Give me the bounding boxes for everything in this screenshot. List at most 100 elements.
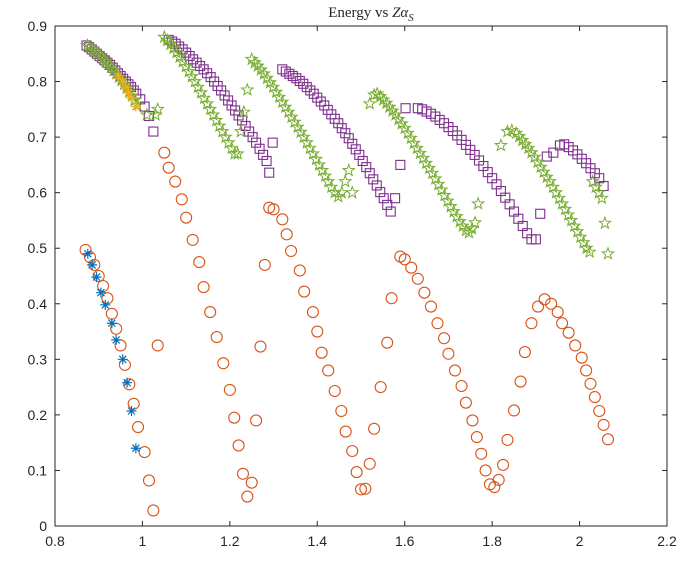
data-point-square (258, 149, 269, 160)
data-point-circle (385, 292, 398, 305)
data-point-star (555, 196, 570, 210)
data-point-star (415, 150, 431, 165)
data-point-star (570, 224, 585, 238)
data-point-star (564, 212, 579, 227)
data-point-star (594, 190, 609, 205)
data-point-star (150, 101, 165, 116)
y-tick-label: 0.2 (28, 407, 48, 423)
data-point-asterisk (126, 93, 137, 104)
data-point-star (157, 29, 172, 44)
data-point-star (576, 235, 591, 249)
data-point-circle (525, 317, 538, 330)
data-point-asterisk (100, 299, 111, 310)
data-point-square (378, 193, 389, 204)
data-point-star (160, 32, 175, 47)
data-point-square (148, 126, 159, 137)
data-point-star (379, 95, 394, 110)
data-point-star (545, 179, 560, 194)
data-point-asterisk (122, 377, 133, 388)
data-point-square (357, 155, 368, 167)
data-point-star (253, 62, 268, 76)
data-point-star (440, 193, 455, 208)
data-point-square (312, 92, 323, 103)
data-point-star (373, 89, 388, 103)
data-point-square (177, 44, 188, 55)
data-point-star (536, 164, 551, 179)
data-point-circle (368, 422, 381, 435)
data-point-star (299, 135, 314, 149)
data-point-star (93, 48, 108, 63)
data-point-circle (232, 439, 245, 452)
data-point-circle (551, 306, 564, 319)
data-point-circle (374, 381, 387, 394)
data-point-star (464, 221, 480, 235)
data-point-square (298, 78, 309, 89)
data-point-circle (431, 317, 444, 330)
data-point-star (468, 215, 483, 229)
data-point-star (305, 146, 320, 160)
data-point-star (181, 64, 196, 78)
data-point-circle (298, 285, 311, 298)
data-point-square (541, 151, 552, 162)
x-tick-label: 1.6 (395, 533, 415, 549)
data-point-star (324, 179, 339, 194)
data-point-circle (322, 364, 335, 377)
data-point-square (294, 75, 305, 87)
data-point-circle (151, 339, 164, 352)
data-point-square (382, 199, 393, 210)
data-point-asterisk (117, 76, 128, 87)
data-point-star (493, 137, 508, 152)
data-point-circle (514, 375, 527, 388)
data-point-star (209, 112, 224, 127)
data-point-square (530, 234, 541, 245)
data-point-star (233, 124, 248, 138)
data-point-star (425, 165, 440, 180)
data-point-star (308, 151, 324, 166)
data-point-star (266, 79, 281, 94)
data-point-star (362, 96, 377, 110)
data-point-star (558, 201, 573, 216)
y-tick-label: 0.3 (28, 351, 48, 367)
data-point-asterisk (126, 406, 137, 416)
data-point-square (301, 82, 312, 93)
y-tick-label: 0.4 (28, 296, 48, 312)
data-point-star (527, 149, 542, 164)
data-point-circle (180, 211, 193, 224)
data-point-star (446, 204, 461, 218)
data-point-circle (223, 383, 236, 396)
data-point-star (412, 145, 428, 160)
data-point-circle (197, 281, 210, 294)
data-point-circle (267, 203, 280, 216)
data-point-star (230, 146, 245, 160)
data-point-star (215, 124, 230, 138)
data-point-square (202, 68, 213, 79)
data-point-circle (545, 297, 558, 310)
data-point-circle (475, 447, 488, 460)
data-point-star (338, 174, 353, 188)
data-point-star (278, 99, 293, 114)
data-point-star (321, 174, 336, 188)
data-point-star (218, 129, 233, 144)
data-point-square (254, 143, 265, 154)
data-point-star (428, 171, 443, 185)
data-point-square (261, 155, 272, 167)
data-point-star (106, 62, 121, 77)
data-point-star (515, 132, 530, 147)
data-point-star (419, 155, 434, 170)
data-point-star (175, 54, 190, 68)
x-tick-label: 0.8 (45, 533, 65, 549)
data-point-circle (470, 431, 483, 444)
data-point-star (471, 196, 486, 210)
x-axis: 0.8 1 1.2 1.4 1.6 1.8 2 2.2 (45, 26, 677, 549)
data-point-circle (398, 253, 411, 266)
data-point-circle (518, 346, 531, 359)
data-point-star (582, 244, 597, 259)
data-point-circle (580, 364, 593, 377)
data-point-circle (315, 346, 328, 359)
data-point-circle (236, 467, 250, 480)
data-point-star (597, 215, 613, 230)
y-tick-label: 0.5 (28, 240, 48, 256)
data-point-star (178, 59, 193, 73)
data-point-star (187, 74, 202, 88)
data-point-circle (142, 474, 156, 487)
